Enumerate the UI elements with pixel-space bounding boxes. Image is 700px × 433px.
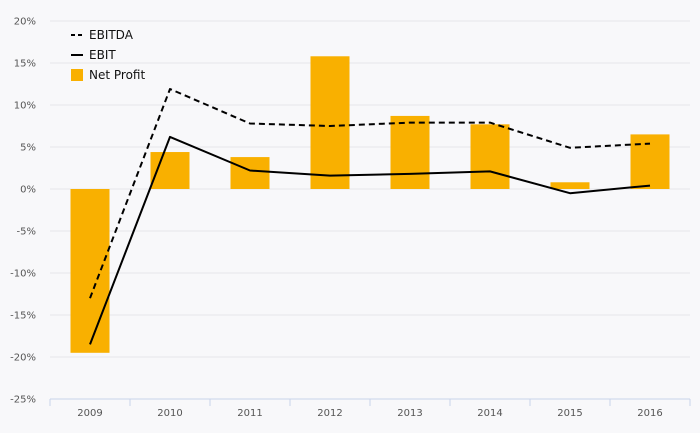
y-tick-label: -10%	[10, 269, 36, 280]
legend-label: EBIT	[89, 48, 116, 62]
bar-net-profit-2016	[630, 134, 670, 189]
y-tick-label: 10%	[14, 101, 36, 112]
bar-series-net-profit	[70, 56, 670, 353]
x-tick-label: 2016	[637, 408, 662, 419]
x-tick-label: 2012	[317, 408, 342, 419]
bar-net-profit-2012	[310, 56, 350, 189]
bar-net-profit-2009	[70, 189, 110, 353]
y-tick-label: -15%	[10, 311, 36, 322]
legend-swatch	[71, 69, 83, 81]
x-axis: 2009 2010 2011 2012 2013 2014 2015 2016	[49, 398, 691, 419]
x-tick-label: 2015	[557, 408, 582, 419]
line-ebitda	[89, 88, 651, 299]
x-tick-label: 2011	[237, 408, 262, 419]
y-tick-label: -20%	[10, 353, 36, 364]
y-tick-label: 20%	[14, 17, 36, 28]
bar-net-profit-2015	[550, 182, 590, 189]
y-tick-label: 15%	[14, 59, 36, 70]
x-tick-label: 2013	[397, 408, 422, 419]
bar-net-profit-2011	[230, 157, 270, 189]
x-tick-label: 2010	[157, 408, 182, 419]
y-tick-label: 5%	[20, 143, 36, 154]
legend-label: EBITDA	[89, 28, 134, 42]
bar-net-profit-2014	[470, 124, 510, 189]
line-series	[89, 88, 651, 345]
y-tick-label: -25%	[10, 395, 36, 406]
line-ebit	[89, 135, 651, 345]
y-tick-label: 0%	[20, 185, 36, 196]
legend: EBITDA EBIT Net Profit	[71, 28, 145, 82]
x-tick-label: 2014	[477, 408, 502, 419]
x-tick-label: 2009	[77, 408, 102, 419]
bar-net-profit-2013	[390, 115, 430, 189]
y-tick-label: -5%	[17, 227, 36, 238]
y-axis-ticks: 20% 15% 10% 5% 0% -5% -10% -15% -20% -25%	[10, 17, 36, 406]
legend-label: Net Profit	[89, 68, 145, 82]
gridlines	[50, 20, 690, 358]
